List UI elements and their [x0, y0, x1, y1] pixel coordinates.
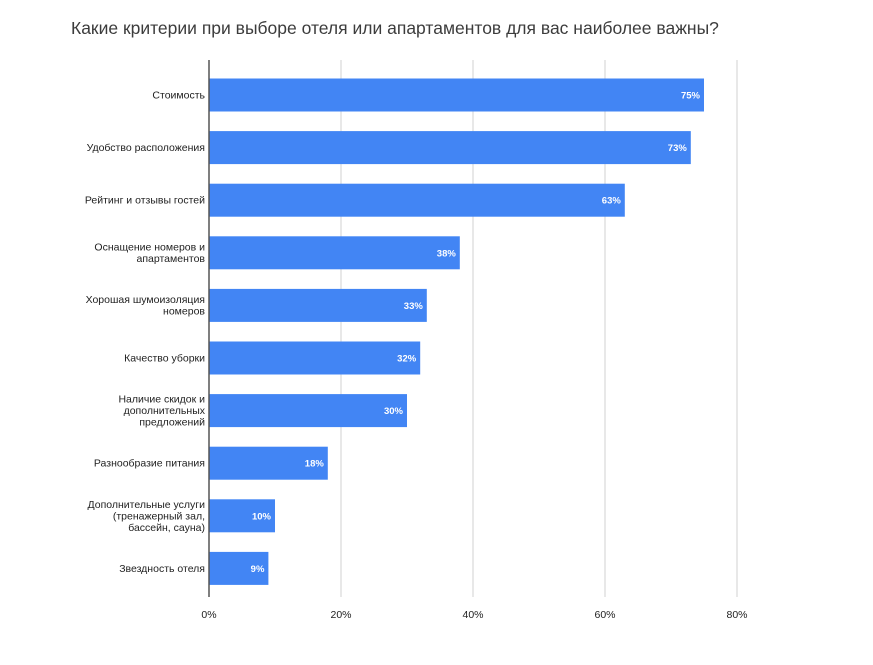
- bar-value-label: 75%: [681, 91, 701, 102]
- bar-value-label: 38%: [437, 248, 457, 259]
- bar: [209, 499, 275, 533]
- category-label: Удобство расположения: [87, 142, 205, 154]
- category-label: апартаментов: [137, 253, 206, 265]
- bar: [209, 341, 421, 375]
- bar: [209, 78, 704, 112]
- data-labels: 75% 73% 63% 38% 33% 32% 30% 18% 10% 9%: [251, 91, 701, 575]
- category-label: Звездность отеля: [119, 563, 205, 575]
- bar: [209, 236, 460, 270]
- category-label: Разнообразие питания: [94, 458, 205, 470]
- category-label: дополнительных: [124, 405, 206, 417]
- category-label: Дополнительные услуги: [88, 499, 206, 511]
- bar: [209, 183, 625, 217]
- bar: [209, 131, 691, 165]
- category-label: Качество уборки: [124, 353, 205, 365]
- bar-value-label: 18%: [305, 459, 325, 470]
- x-tick-label: 80%: [726, 609, 747, 621]
- bar: [209, 394, 407, 428]
- bar-value-label: 73%: [668, 143, 688, 154]
- bar-value-label: 10%: [252, 511, 272, 522]
- bar: [209, 288, 427, 322]
- bar-value-label: 30%: [384, 406, 404, 417]
- bar-value-label: 33%: [404, 301, 424, 312]
- category-label: номеров: [163, 306, 205, 318]
- bar-value-label: 63%: [602, 196, 622, 207]
- x-tick-label: 20%: [330, 609, 351, 621]
- category-label: бассейн, сауна): [128, 522, 205, 534]
- category-label: предложений: [139, 417, 205, 429]
- bars: [209, 78, 704, 585]
- category-label: Рейтинг и отзывы гостей: [85, 195, 205, 207]
- x-tick-labels: 0% 20% 40% 60% 80%: [201, 609, 747, 621]
- x-tick-label: 40%: [462, 609, 483, 621]
- bar: [209, 551, 269, 585]
- category-label: Наличие скидок и: [118, 394, 205, 406]
- bar: [209, 446, 328, 480]
- category-label: Стоимость: [152, 90, 205, 102]
- category-labels: Стоимость Удобство расположения Рейтинг и …: [85, 90, 206, 575]
- chart-title: Какие критерии при выборе отеля или апар…: [71, 18, 719, 38]
- bar-value-label: 32%: [397, 354, 417, 365]
- category-label: Оснащение номеров и: [94, 242, 205, 254]
- x-tick-label: 0%: [201, 609, 216, 621]
- x-tick-label: 60%: [594, 609, 615, 621]
- bar-value-label: 9%: [251, 564, 265, 575]
- category-label: Хорошая шумоизоляция: [86, 294, 205, 306]
- category-label: (тренажерный зал,: [113, 510, 205, 522]
